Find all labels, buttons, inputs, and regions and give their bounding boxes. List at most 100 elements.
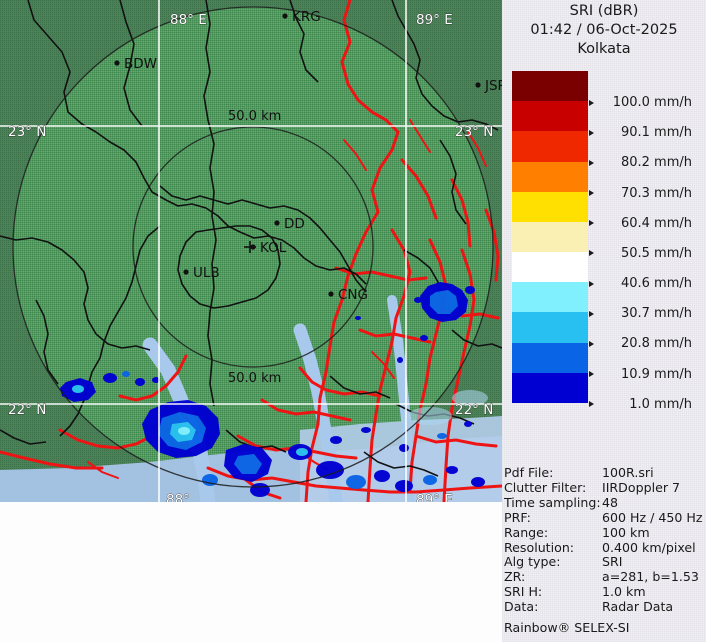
- legend-tick-arrow-icon: [589, 190, 594, 197]
- legend-tick-arrow-icon: [589, 99, 594, 106]
- legend-value-text: 60.4 mm/h: [620, 215, 692, 231]
- metadata-value: SRI: [602, 554, 623, 570]
- city-marker-dot: [282, 13, 288, 19]
- legend-tick-arrow-icon: [589, 129, 594, 136]
- grid-label-4: 22° N: [8, 402, 46, 418]
- legend-value-text: 1.0 mm/h: [629, 396, 692, 412]
- metadata-row: Data: Radar Data: [504, 599, 706, 615]
- legend-band-1[interactable]: [512, 101, 588, 132]
- city-label-bdw: BDW: [124, 56, 157, 72]
- legend-band-8[interactable]: [512, 312, 588, 343]
- metadata-value: 48: [602, 494, 619, 510]
- metadata-row: Time sampling: 48: [504, 494, 706, 511]
- range-ring-label-outer: 50.0 km: [228, 371, 281, 386]
- metadata-row: Alg type: SRI: [504, 555, 706, 570]
- map-annotations: 50.0 km 50.0 km KRG BDW JSR DD KOL ULB CNG 88° …: [8, 9, 502, 502]
- metadata-key: Alg type:: [504, 554, 561, 570]
- legend-label-7: 30.7 mm/h: [588, 306, 705, 322]
- metadata-value: Radar Data: [602, 599, 674, 615]
- metadata-value: a=281, b=1.53: [602, 569, 699, 585]
- legend-tick-arrow-icon: [589, 250, 594, 257]
- metadata-value: 1.0 km: [602, 584, 646, 600]
- color-scale-labels: 100.0 mm/h 90.1 mm/h 80.2 mm/h 70.3 mm/h 60.…: [588, 71, 706, 416]
- legend-label-2: 80.2 mm/h: [588, 155, 705, 171]
- legend-value-text: 80.2 mm/h: [620, 155, 692, 171]
- grid-label-1: 89° E: [416, 12, 453, 28]
- legend-label-5: 50.5 mm/h: [588, 245, 705, 261]
- metadata-row: Resolution: 0.400 km/pixel: [504, 539, 706, 556]
- metadata-row: Pdf File: 100R.sri: [504, 465, 706, 481]
- metadata-row: Clutter Filter: IIRDoppler 7: [504, 479, 706, 496]
- metadata-key: Resolution:: [504, 539, 575, 555]
- legend-label-0: 100.0 mm/h: [588, 95, 705, 110]
- metadata-key: SRI H:: [504, 584, 543, 600]
- legend-tick-arrow-icon: [589, 340, 594, 347]
- product-title: SRI (dBR): [569, 3, 639, 19]
- legend-band-6[interactable]: [512, 252, 588, 283]
- title-block: SRI (dBR) 01:42 / 06-Oct-2025 Kolkata: [502, 2, 706, 59]
- legend-tick-arrow-icon: [589, 401, 594, 408]
- legend-band-7[interactable]: [512, 282, 588, 313]
- legend-value-text: 70.3 mm/h: [620, 185, 692, 201]
- grid-label-6: 88°: [166, 492, 190, 502]
- range-ring-label-inner: 50.0 km: [228, 109, 281, 124]
- legend-tick-arrow-icon: [589, 310, 594, 317]
- metadata-value: 600 Hz / 450 Hz: [602, 509, 703, 525]
- metadata-value: 0.400 km/pixel: [602, 539, 696, 555]
- legend-band-3[interactable]: [512, 161, 588, 192]
- legend-label-9: 10.9 mm/h: [588, 366, 705, 382]
- legend-band-9[interactable]: [512, 342, 588, 373]
- metadata-key: Pdf File:: [504, 465, 554, 480]
- legend-band-0[interactable]: [512, 71, 588, 102]
- city-label-cng: CNG: [338, 287, 368, 303]
- legend-label-3: 70.3 mm/h: [588, 185, 705, 201]
- metadata-key: Time sampling:: [504, 494, 601, 510]
- legend-value-text: 10.9 mm/h: [620, 366, 692, 382]
- radar-map-panel[interactable]: 50.0 km 50.0 km KRG BDW JSR DD KOL ULB CNG 88° …: [0, 0, 502, 502]
- metadata-row: ZR: a=281, b=1.53: [504, 569, 706, 585]
- legend-tick-arrow-icon: [589, 220, 594, 227]
- grid-label-0: 88° E: [170, 12, 207, 28]
- city-label-kol: KOL: [260, 240, 287, 256]
- grid-label-3: 23° N: [455, 124, 493, 140]
- legend-label-6: 40.6 mm/h: [588, 276, 705, 291]
- metadata-value: IIRDoppler 7: [602, 479, 681, 495]
- legend-label-1: 90.1 mm/h: [588, 125, 705, 141]
- map-bottom-whitespace: [0, 502, 502, 642]
- legend-band-4[interactable]: [512, 191, 588, 222]
- city-marker-dot: [328, 291, 334, 297]
- legend-band-10[interactable]: [512, 372, 588, 403]
- city-label-ulb: ULB: [193, 265, 220, 281]
- metadata-table: Pdf File: 100R.sri Clutter Filter: IIRDoppl…: [504, 465, 706, 615]
- grid-label-2: 23° N: [8, 124, 46, 140]
- color-scale-bar[interactable]: [512, 71, 588, 403]
- vendor-brand: Rainbow® SELEX-SI: [504, 620, 630, 635]
- legend-value-text: 30.7 mm/h: [620, 306, 692, 322]
- city-label-dd: DD: [284, 216, 305, 232]
- metadata-key: Clutter Filter:: [504, 479, 587, 495]
- city-marker-dot: [114, 60, 120, 66]
- legend-band-2[interactable]: [512, 131, 588, 162]
- metadata-value: 100R.sri: [602, 465, 654, 480]
- legend-value-text: 90.1 mm/h: [620, 125, 692, 141]
- legend-tick-arrow-icon: [589, 280, 594, 287]
- city-label-krg: KRG: [292, 9, 321, 25]
- legend-value-text: 50.5 mm/h: [620, 245, 692, 261]
- city-label-jsr: JSR: [484, 78, 502, 94]
- legend-tick-arrow-icon: [589, 159, 594, 166]
- metadata-key: ZR:: [504, 569, 526, 585]
- metadata-key: Range:: [504, 524, 549, 540]
- grid-label-5: 22° N: [455, 402, 493, 418]
- legend-band-5[interactable]: [512, 221, 588, 253]
- legend-tick-arrow-icon: [589, 371, 594, 378]
- metadata-row: PRF: 600 Hz / 450 Hz: [504, 509, 706, 526]
- metadata-row: Range: 100 km: [504, 524, 706, 541]
- metadata-row: SRI H: 1.0 km: [504, 584, 706, 600]
- city-marker-dot: [274, 220, 280, 226]
- site-name: Kolkata: [577, 41, 631, 57]
- grid-label-7: 89° E: [416, 492, 453, 502]
- city-marker-dot: [475, 82, 481, 88]
- metadata-key: Data:: [504, 599, 539, 615]
- legend-label-8: 20.8 mm/h: [588, 336, 705, 351]
- legend-label-4: 60.4 mm/h: [588, 215, 705, 231]
